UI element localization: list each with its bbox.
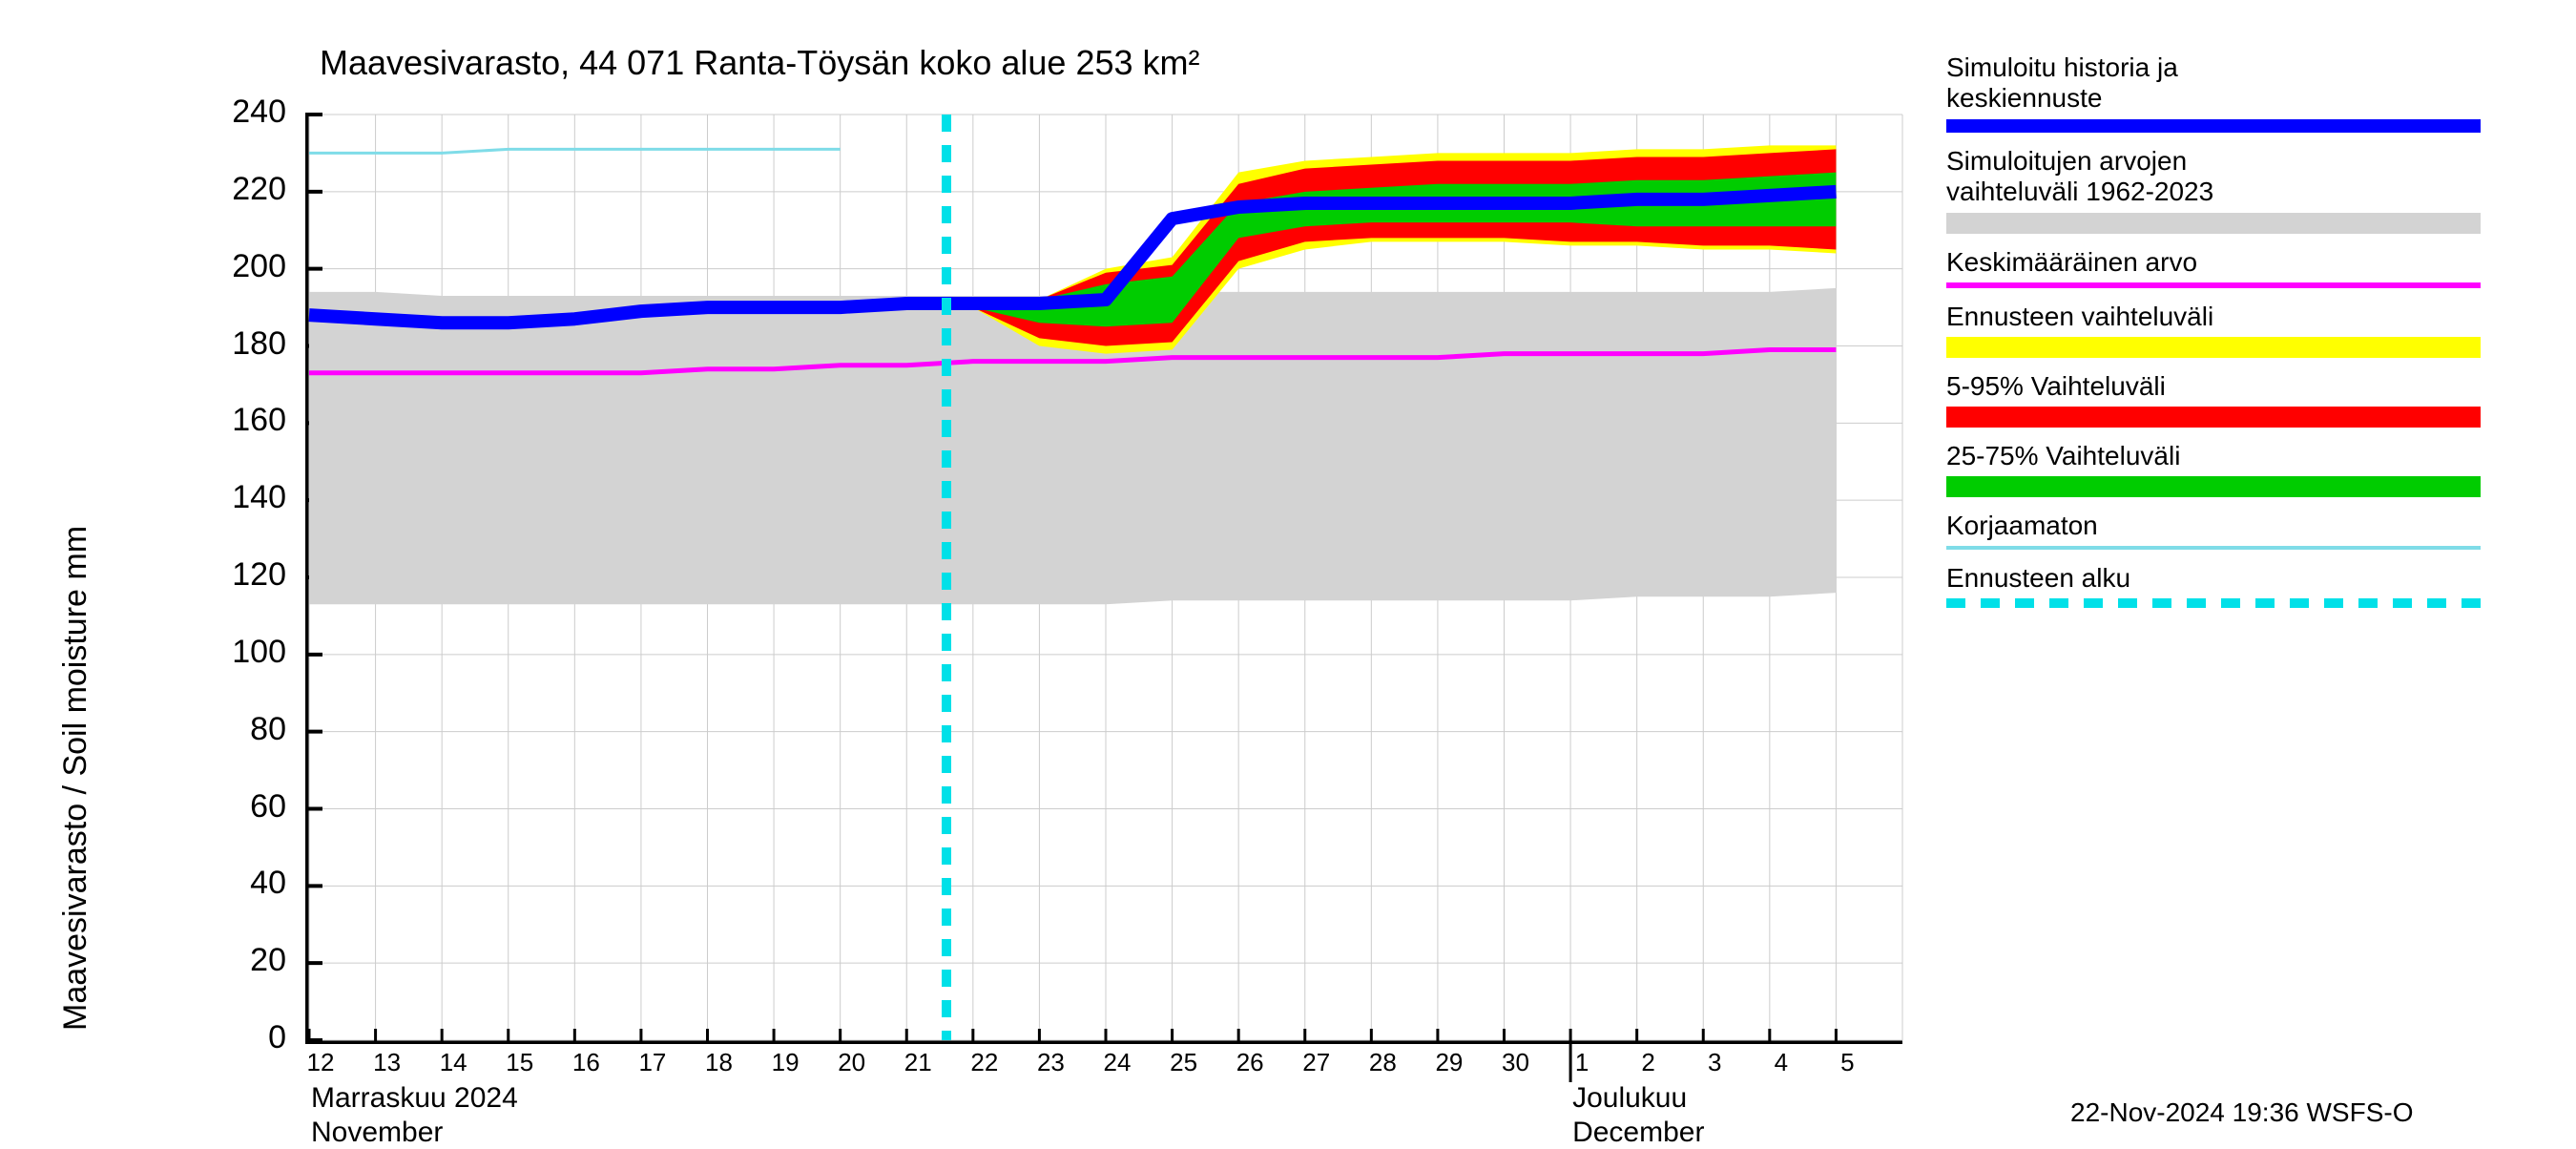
x-day-label: 2 [1641, 1048, 1654, 1077]
x-day-label: 22 [970, 1048, 998, 1077]
y-tick-label: 100 [172, 634, 286, 671]
x-day-label: 3 [1708, 1048, 1721, 1077]
legend-item: Ennusteen vaihteluväli [1946, 302, 2481, 332]
y-axis-label: Maavesivarasto / Soil moisture mm [57, 526, 94, 1031]
y-tick-label: 120 [172, 556, 286, 594]
y-tick-label: 180 [172, 325, 286, 363]
legend-label: Keskimääräinen arvo [1946, 247, 2481, 278]
x-month-label-bottom: December [1572, 1117, 1704, 1149]
legend-swatch [1946, 119, 2481, 133]
y-tick-label: 80 [172, 711, 286, 748]
legend-swatch [1946, 337, 2481, 358]
legend-item: Keskimääräinen arvo [1946, 247, 2481, 278]
legend-item: Simuloitu historia jakeskiennuste [1946, 52, 2481, 114]
legend-swatch [1946, 407, 2481, 428]
legend-label: 25-75% Vaihteluväli [1946, 441, 2481, 471]
x-day-label: 13 [373, 1048, 401, 1077]
legend-swatch [1946, 213, 2481, 234]
x-day-label: 28 [1369, 1048, 1397, 1077]
legend-item: Korjaamaton [1946, 511, 2481, 541]
legend-label: Simuloitujen arvojenvaihteluväli 1962-20… [1946, 146, 2481, 207]
footer-timestamp: 22-Nov-2024 19:36 WSFS-O [2070, 1097, 2414, 1128]
x-day-label: 12 [307, 1048, 335, 1077]
legend-item: 25-75% Vaihteluväli [1946, 441, 2481, 471]
legend-label: Ennusteen alku [1946, 563, 2481, 594]
x-day-label: 15 [506, 1048, 533, 1077]
x-month-label-bottom: November [311, 1117, 443, 1149]
legend-item: Simuloitujen arvojenvaihteluväli 1962-20… [1946, 146, 2481, 207]
x-day-label: 29 [1435, 1048, 1463, 1077]
y-tick-label: 200 [172, 248, 286, 285]
x-day-label: 23 [1037, 1048, 1065, 1077]
x-day-label: 5 [1840, 1048, 1854, 1077]
y-tick-label: 60 [172, 788, 286, 825]
legend-label: Korjaamaton [1946, 511, 2481, 541]
x-day-label: 14 [440, 1048, 467, 1077]
x-day-label: 19 [772, 1048, 800, 1077]
legend-swatch [1946, 598, 2481, 608]
legend-item: Ennusteen alku [1946, 563, 2481, 594]
x-month-label-top: Joulukuu [1572, 1082, 1687, 1115]
x-day-label: 21 [904, 1048, 932, 1077]
x-day-label: 20 [838, 1048, 865, 1077]
legend-swatch [1946, 546, 2481, 550]
plot-area [305, 115, 1902, 1044]
legend-label: Ennusteen vaihteluväli [1946, 302, 2481, 332]
plot-svg [309, 115, 1902, 1040]
x-day-label: 18 [705, 1048, 733, 1077]
legend-label: 5-95% Vaihteluväli [1946, 371, 2481, 402]
x-day-label: 17 [638, 1048, 666, 1077]
y-tick-label: 140 [172, 479, 286, 516]
y-tick-label: 160 [172, 402, 286, 439]
legend-label: Simuloitu historia jakeskiennuste [1946, 52, 2481, 114]
y-tick-label: 240 [172, 94, 286, 131]
x-day-label: 16 [572, 1048, 600, 1077]
x-day-label: 24 [1104, 1048, 1132, 1077]
legend-swatch [1946, 282, 2481, 288]
chart-title: Maavesivarasto, 44 071 Ranta-Töysän koko… [320, 43, 1199, 83]
y-tick-label: 40 [172, 865, 286, 902]
x-day-label: 4 [1775, 1048, 1788, 1077]
page-root: Maavesivarasto, 44 071 Ranta-Töysän koko… [0, 0, 2576, 1145]
x-day-label: 1 [1575, 1048, 1589, 1077]
x-day-label: 27 [1302, 1048, 1330, 1077]
legend-item: 5-95% Vaihteluväli [1946, 371, 2481, 402]
y-tick-label: 220 [172, 171, 286, 208]
x-day-label: 30 [1502, 1048, 1529, 1077]
y-tick-label: 0 [172, 1019, 286, 1056]
x-day-label: 26 [1236, 1048, 1264, 1077]
y-tick-label: 20 [172, 942, 286, 979]
x-month-label-top: Marraskuu 2024 [311, 1082, 518, 1115]
legend-swatch [1946, 476, 2481, 497]
x-day-label: 25 [1170, 1048, 1197, 1077]
